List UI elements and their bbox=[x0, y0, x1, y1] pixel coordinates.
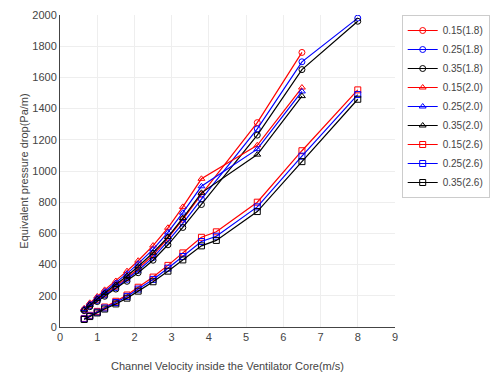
svg-text:1200: 1200 bbox=[32, 134, 56, 146]
svg-text:0.35(2.6): 0.35(2.6) bbox=[443, 177, 483, 188]
svg-text:0.15(2.0): 0.15(2.0) bbox=[443, 82, 483, 93]
svg-text:5: 5 bbox=[243, 331, 249, 343]
svg-text:2: 2 bbox=[131, 331, 137, 343]
svg-text:4: 4 bbox=[206, 331, 212, 343]
svg-text:0.15(2.6): 0.15(2.6) bbox=[443, 139, 483, 150]
svg-text:400: 400 bbox=[38, 258, 56, 270]
svg-text:0.25(1.8): 0.25(1.8) bbox=[443, 44, 483, 55]
svg-text:1400: 1400 bbox=[32, 102, 56, 114]
svg-text:9: 9 bbox=[392, 331, 398, 343]
svg-text:2000: 2000 bbox=[32, 9, 56, 21]
svg-text:0: 0 bbox=[51, 321, 57, 333]
svg-text:Channel Velocity inside the Ve: Channel Velocity inside the Ventilator C… bbox=[111, 360, 344, 372]
svg-text:0.25(2.6): 0.25(2.6) bbox=[443, 158, 483, 169]
svg-text:1800: 1800 bbox=[32, 40, 56, 52]
svg-text:800: 800 bbox=[38, 196, 56, 208]
svg-text:7: 7 bbox=[317, 331, 323, 343]
svg-text:3: 3 bbox=[169, 331, 175, 343]
svg-text:0.25(2.0): 0.25(2.0) bbox=[443, 101, 483, 112]
svg-text:8: 8 bbox=[355, 331, 361, 343]
svg-text:200: 200 bbox=[38, 290, 56, 302]
svg-text:600: 600 bbox=[38, 227, 56, 239]
svg-text:0: 0 bbox=[57, 331, 63, 343]
svg-text:1: 1 bbox=[94, 331, 100, 343]
svg-text:Equivalent pressure drop(Pa/m): Equivalent pressure drop(Pa/m) bbox=[18, 93, 30, 248]
svg-text:1000: 1000 bbox=[32, 165, 56, 177]
svg-text:0.15(1.8): 0.15(1.8) bbox=[443, 25, 483, 36]
svg-text:1600: 1600 bbox=[32, 71, 56, 83]
svg-text:6: 6 bbox=[280, 331, 286, 343]
svg-text:0.35(2.0): 0.35(2.0) bbox=[443, 120, 483, 131]
svg-text:0.35(1.8): 0.35(1.8) bbox=[443, 63, 483, 74]
